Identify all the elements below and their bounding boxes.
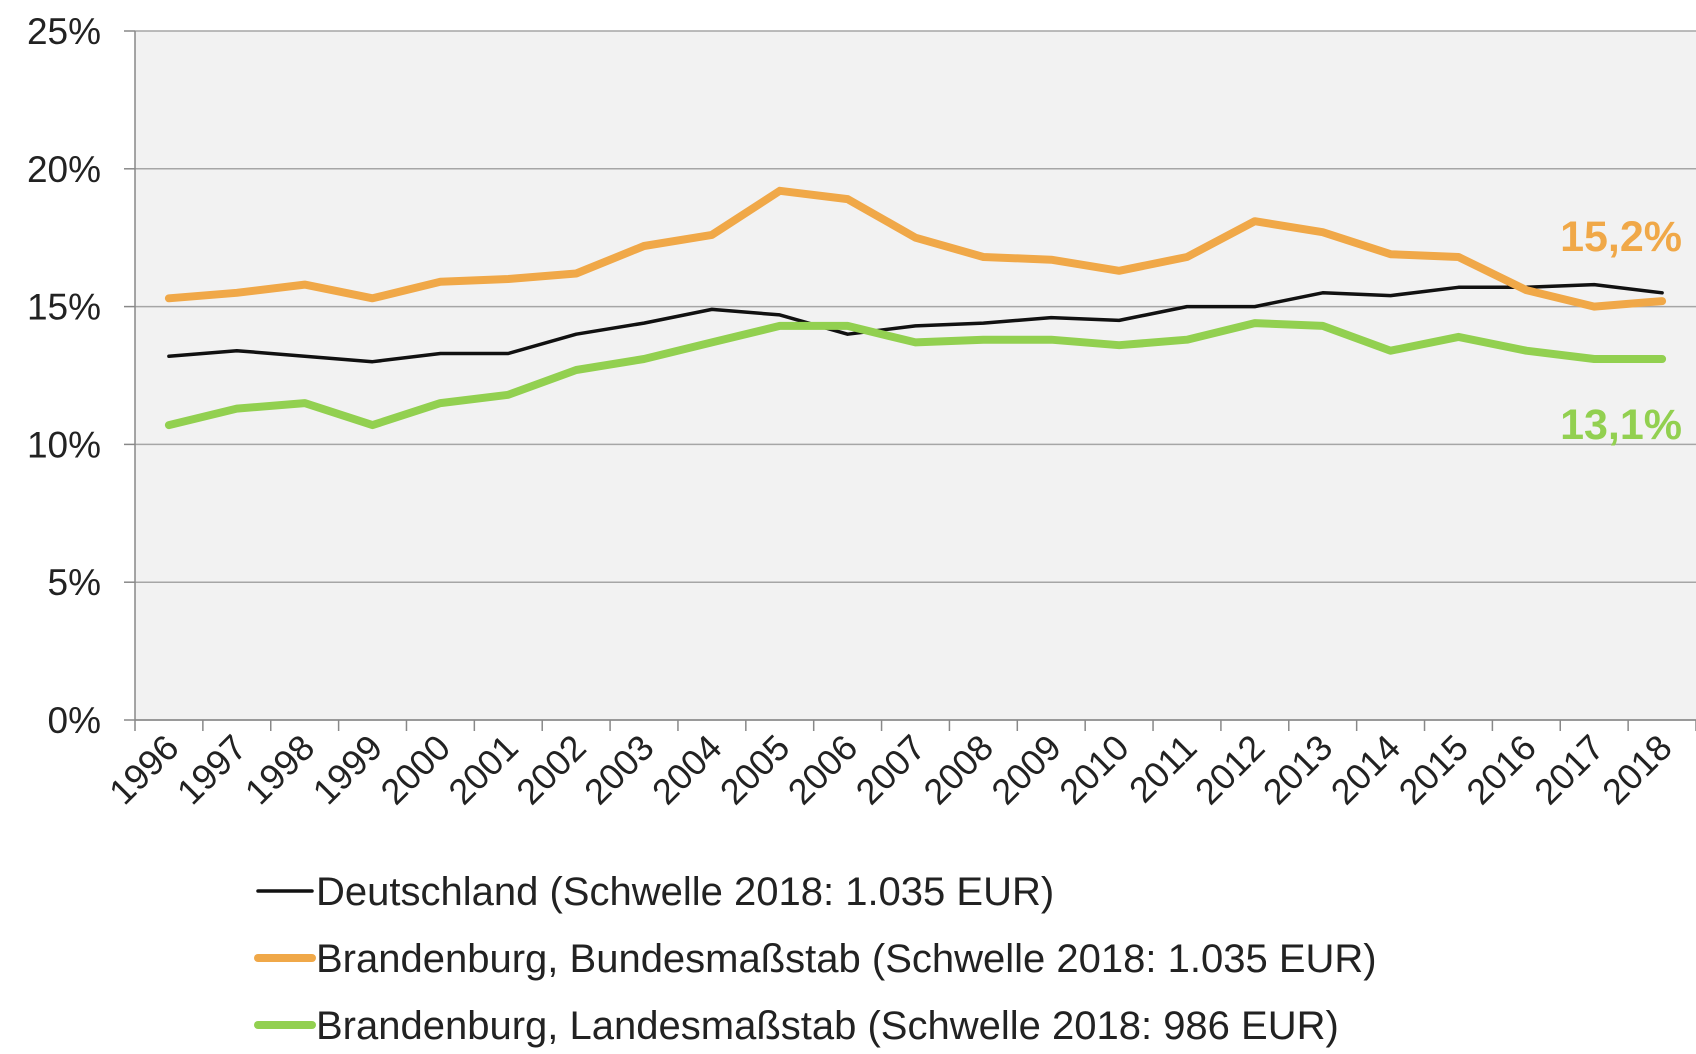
y-tick-label: 25%	[27, 11, 101, 52]
x-tick-label: 2013	[1255, 727, 1341, 813]
x-tick-label: 2017	[1526, 727, 1612, 813]
x-tick-label: 2005	[712, 727, 798, 813]
x-tick-label: 2001	[440, 727, 526, 813]
x-tick-label: 1998	[237, 727, 323, 813]
legend-label: Deutschland (Schwelle 2018: 1.035 EUR)	[316, 870, 1054, 914]
data-label: 13,1%	[1560, 401, 1682, 449]
x-tick-label: 2012	[1187, 727, 1273, 813]
x-tick-label: 2000	[372, 727, 458, 813]
legend-label: Brandenburg, Landesmaßstab (Schwelle 201…	[316, 1004, 1339, 1048]
x-tick-label: 1999	[305, 727, 391, 813]
series-line	[167, 282, 1664, 364]
x-tick-label: 2009	[983, 727, 1069, 813]
y-tick-label: 20%	[27, 149, 101, 190]
x-tick-label: 2015	[1390, 727, 1476, 813]
x-tick-label: 2018	[1594, 727, 1680, 813]
x-tick-label: 2003	[576, 727, 662, 813]
x-tick-label: 2011	[1121, 727, 1205, 811]
x-tick-label: 2007	[848, 727, 934, 813]
y-tick-label: 15%	[27, 287, 101, 328]
y-tick-label: 10%	[27, 424, 101, 465]
x-tick-label: 2002	[508, 727, 594, 813]
data-label: 15,2%	[1560, 213, 1682, 261]
x-tick-label: 1997	[169, 727, 255, 813]
y-tick-label: 5%	[48, 562, 101, 603]
plot-area	[135, 31, 1696, 720]
x-tick-label: 2014	[1323, 727, 1409, 813]
x-tick-label: 1996	[101, 727, 187, 813]
legend-label: Brandenburg, Bundesmaßstab (Schwelle 201…	[316, 937, 1377, 981]
series-line	[164, 319, 1667, 430]
x-tick-label: 2008	[915, 727, 1001, 813]
x-tick-label: 2010	[1051, 727, 1137, 813]
y-tick-label: 0%	[48, 700, 101, 741]
x-tick-label: 2016	[1458, 727, 1544, 813]
x-tick-label: 2004	[644, 727, 730, 813]
x-tick-label: 2006	[780, 727, 866, 813]
series-line	[164, 186, 1667, 311]
